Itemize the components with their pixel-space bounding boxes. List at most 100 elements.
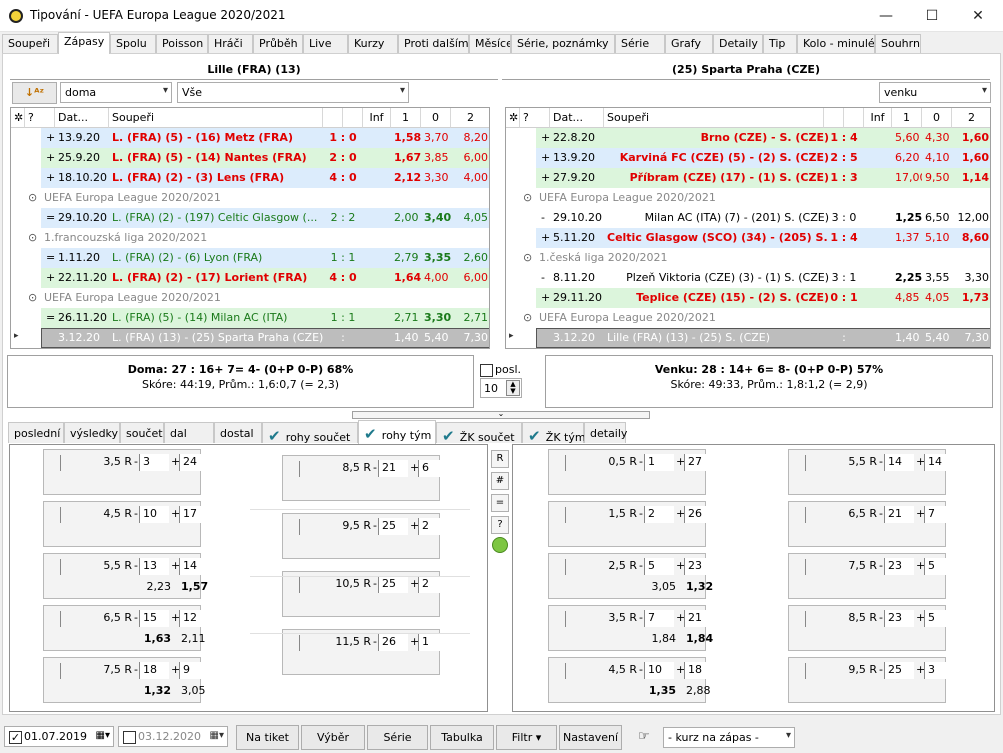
- tab-4[interactable]: Hráči: [208, 34, 253, 53]
- side-button-0[interactable]: R: [491, 450, 509, 468]
- stat-tab-7[interactable]: ✔ ŽK součet: [436, 422, 522, 445]
- date-from-picker[interactable]: ✓ 01.07.2019 ▦▾: [4, 726, 114, 747]
- table-row[interactable]: ⊙ 1.česká liga 2020/2021: [506, 248, 990, 268]
- table-row[interactable]: +22.8.20 Brno (CZE) - S. (CZE) 1 : 4 5,60 4,…: [506, 128, 990, 148]
- side-button-1[interactable]: #: [491, 472, 509, 490]
- column-header[interactable]: [824, 108, 844, 128]
- tab-5[interactable]: Průběh: [253, 34, 303, 53]
- bottom-button-1[interactable]: Výběr: [301, 725, 365, 750]
- chevron-circle-icon[interactable]: ⊙: [28, 191, 38, 204]
- table-row[interactable]: +29.11.20 Teplice (CZE) (15) - (2) S. (CZ…: [506, 288, 990, 308]
- column-header[interactable]: ✲: [506, 108, 520, 128]
- tab-3[interactable]: Poisson: [156, 34, 208, 53]
- tab-14[interactable]: Tip: [763, 34, 797, 53]
- chevron-circle-icon[interactable]: ⊙: [523, 191, 533, 204]
- bottom-button-2[interactable]: Série: [367, 725, 428, 750]
- column-header[interactable]: 0: [922, 108, 952, 128]
- right-venue-select[interactable]: venku ▾: [879, 82, 991, 103]
- tab-0[interactable]: Soupeři: [2, 34, 58, 53]
- tab-8[interactable]: Proti dalším: [398, 34, 469, 53]
- column-header[interactable]: Inf: [363, 108, 391, 128]
- table-row[interactable]: ⊙ UEFA Europa League 2020/2021: [506, 188, 990, 208]
- table-row[interactable]: ⊙ 1.francouzská liga 2020/2021: [11, 228, 489, 248]
- column-header[interactable]: ?: [520, 108, 550, 128]
- column-header[interactable]: 1: [391, 108, 421, 128]
- status-light-icon[interactable]: [492, 537, 508, 553]
- column-header[interactable]: Inf: [864, 108, 892, 128]
- table-row[interactable]: ⊙ UEFA Europa League 2020/2021: [11, 188, 489, 208]
- close-button[interactable]: ✕: [972, 8, 984, 24]
- posl-count-spinner[interactable]: 10 ▲ ▼: [480, 378, 522, 398]
- left-competition-select[interactable]: Vše ▾: [177, 82, 409, 103]
- column-header[interactable]: Dat...: [55, 108, 109, 128]
- column-header[interactable]: ✲: [11, 108, 25, 128]
- column-header[interactable]: 2: [952, 108, 990, 128]
- calendar-icon[interactable]: ▦▾: [209, 730, 224, 741]
- tab-12[interactable]: Grafy: [665, 34, 713, 53]
- stat-tab-2[interactable]: součet: [120, 422, 164, 443]
- tab-7[interactable]: Kurzy: [348, 34, 398, 53]
- table-row[interactable]: = 1.11.20 L. (FRA) (2) - (6) Lyon (FRA) 1 :…: [11, 248, 489, 268]
- chevron-circle-icon[interactable]: ⊙: [523, 311, 533, 324]
- table-row[interactable]: +13.9.20 L. (FRA) (5) - (16) Metz (FRA) 1 …: [11, 128, 489, 148]
- tab-9[interactable]: Měsíce: [469, 34, 511, 53]
- table-row[interactable]: +13.9.20 Karviná FC (CZE) (5) - (2) S. (C…: [506, 148, 990, 168]
- side-button-2[interactable]: =: [491, 494, 509, 512]
- tab-10[interactable]: Série, poznámky: [511, 34, 615, 53]
- column-header[interactable]: 2: [451, 108, 489, 128]
- column-header[interactable]: Soupeři: [604, 108, 824, 128]
- tab-11[interactable]: Série: [615, 34, 665, 53]
- table-row[interactable]: +5.11.20 Celtic Glasgow (SCO) (34) - (205…: [506, 228, 990, 248]
- column-header[interactable]: 1: [892, 108, 922, 128]
- minimize-button[interactable]: —: [879, 8, 893, 24]
- chevron-circle-icon[interactable]: ⊙: [28, 291, 38, 304]
- table-row[interactable]: = 29.10.20 L. (FRA) (2) - (197) Celtic Gla…: [11, 208, 489, 228]
- maximize-button[interactable]: ☐: [925, 8, 939, 24]
- odds-type-select[interactable]: - kurz na zápas - ▾: [663, 727, 795, 748]
- spinner-arrows-icon[interactable]: ▲ ▼: [506, 380, 520, 396]
- stat-tab-1[interactable]: výsledky: [64, 422, 120, 443]
- table-row[interactable]: -29.10.20 Milan AC (ITA) (7) - (201) S. (…: [506, 208, 990, 228]
- stat-tab-6[interactable]: ✔ rohy tým: [358, 420, 436, 444]
- stat-tab-3[interactable]: dal: [164, 422, 214, 443]
- chevron-circle-icon[interactable]: ⊙: [523, 251, 533, 264]
- table-row[interactable]: ▸ 3.12.20 Lille (FRA) (13) - (25) S. (CZE)…: [506, 328, 990, 348]
- table-row[interactable]: ⊙ UEFA Europa League 2020/2021: [506, 308, 990, 328]
- date-from-checkbox[interactable]: ✓: [9, 730, 22, 744]
- bottom-button-5[interactable]: Nastavení: [559, 725, 622, 750]
- tab-1[interactable]: Zápasy: [58, 32, 110, 54]
- stat-tab-4[interactable]: dostal: [214, 422, 262, 443]
- bottom-button-4[interactable]: Filtr ▾: [496, 725, 557, 750]
- sort-az-button[interactable]: ↓ᴬᶻ: [12, 82, 57, 104]
- tab-15[interactable]: Kolo - minulé: [797, 34, 875, 53]
- stat-tab-5[interactable]: ✔ rohy součet: [262, 422, 358, 445]
- column-header[interactable]: [323, 108, 343, 128]
- chevron-circle-icon[interactable]: ⊙: [28, 231, 38, 244]
- side-button-3[interactable]: ?: [491, 516, 509, 534]
- stat-tab-8[interactable]: ✔ ŽK tým: [522, 422, 586, 445]
- splitter-handle[interactable]: ⌄: [352, 410, 650, 419]
- column-header[interactable]: [343, 108, 363, 128]
- table-row[interactable]: ⊙ UEFA Europa League 2020/2021: [11, 288, 489, 308]
- table-row[interactable]: -8.11.20 Plzeň Viktoria (CZE) (3) - (1) S…: [506, 268, 990, 288]
- stat-tab-0[interactable]: poslední: [8, 422, 64, 443]
- posl-checkbox[interactable]: posl.: [480, 363, 521, 377]
- column-header[interactable]: 0: [421, 108, 451, 128]
- date-to-checkbox[interactable]: [123, 730, 136, 744]
- tab-16[interactable]: Souhrn: [875, 34, 921, 53]
- bottom-button-3[interactable]: Tabulka: [430, 725, 494, 750]
- table-row[interactable]: ▸ 3.12.20 L. (FRA) (13) - (25) Sparta Prah…: [11, 328, 489, 348]
- column-header[interactable]: [844, 108, 864, 128]
- column-header[interactable]: Soupeři: [109, 108, 323, 128]
- date-to-picker[interactable]: 03.12.2020 ▦▾: [118, 726, 228, 747]
- calendar-icon[interactable]: ▦▾: [95, 730, 110, 741]
- tab-2[interactable]: Spolu: [110, 34, 156, 53]
- left-venue-select[interactable]: doma ▾: [60, 82, 172, 103]
- column-header[interactable]: ?: [25, 108, 55, 128]
- table-row[interactable]: +22.11.20 L. (FRA) (2) - (17) Lorient (FR…: [11, 268, 489, 288]
- table-row[interactable]: +27.9.20 Příbram (CZE) (17) - (1) S. (CZE…: [506, 168, 990, 188]
- table-row[interactable]: = 26.11.20 L. (FRA) (5) - (14) Milan AC (I…: [11, 308, 489, 328]
- bottom-button-0[interactable]: Na tiket: [236, 725, 299, 750]
- table-row[interactable]: +25.9.20 L. (FRA) (5) - (14) Nantes (FRA)…: [11, 148, 489, 168]
- column-header[interactable]: Dat...: [550, 108, 604, 128]
